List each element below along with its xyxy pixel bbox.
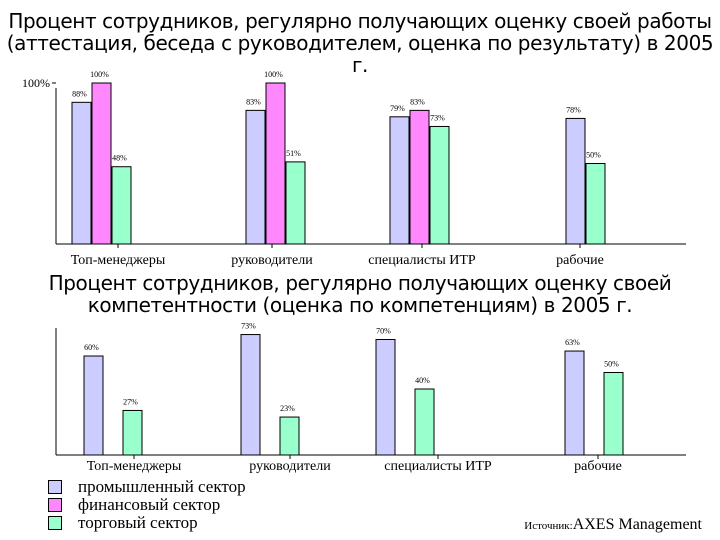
chart2-data-label-industrial: 63% — [565, 338, 580, 347]
chart1-data-label-industrial: 83% — [246, 97, 261, 106]
chart2-category-label: специалисты ИТР — [384, 459, 492, 474]
chart2-bar-industrial — [83, 355, 104, 456]
legend-swatch-financial — [48, 498, 62, 512]
chart2-data-label-trade: 27% — [123, 397, 138, 406]
chart2-bar-industrial — [240, 334, 261, 456]
chart1-bar-trade — [285, 161, 306, 245]
chart1-bar-trade — [111, 166, 132, 245]
legend-label-industrial: промышленный сектор — [78, 477, 246, 496]
legend-label-trade: торговый сектор — [78, 513, 198, 532]
chart1-bar-industrial — [565, 117, 586, 245]
legend: промышленный сектор финансовый сектор то… — [48, 477, 246, 532]
chart2-data-label-industrial: 73% — [241, 322, 256, 331]
chart2-data-label-industrial: 70% — [376, 327, 391, 336]
chart1-data-label-trade: 50% — [586, 151, 601, 160]
legend-item-trade: торговый сектор — [48, 513, 246, 532]
legend-item-industrial: промышленный сектор — [48, 477, 246, 496]
legend-swatch-trade — [48, 516, 62, 530]
chart1-data-label-trade: 51% — [286, 149, 301, 158]
chart1-category-label: рабочие — [556, 253, 604, 268]
chart2-data-label-trade: 50% — [604, 360, 619, 369]
chart2-bar-trade — [122, 409, 143, 456]
chart2-bar-trade — [279, 416, 300, 456]
chart1-category-label: Топ-менеджеры — [71, 253, 166, 268]
chart2-data-label-industrial: 60% — [84, 343, 99, 352]
chart2-category-label: руководители — [249, 459, 331, 474]
chart1-data-label-financial: 83% — [410, 97, 425, 106]
chart2-title: Процент сотрудников, регулярно получающи… — [48, 271, 672, 317]
source-value: AXES Management — [572, 516, 702, 533]
chart1-data-label-financial: 100% — [90, 70, 109, 79]
chart1-title: Процент сотрудников, регулярно получающи… — [6, 9, 714, 77]
chart1-data-label-industrial: 88% — [72, 89, 87, 98]
chart1-bar-trade — [429, 125, 450, 245]
chart1-bar-industrial — [389, 116, 410, 245]
chart1-category-label: специалисты ИТР — [368, 253, 476, 268]
chart2-bar-trade — [414, 388, 435, 456]
chart1-data-label-trade: 48% — [112, 154, 127, 163]
chart1-bar-financial — [91, 82, 112, 245]
chart1-y-tick-label: 100% — [22, 76, 50, 90]
chart1-data-label-industrial: 78% — [566, 105, 581, 114]
source-note: Источник:AXES Management — [524, 516, 702, 534]
chart1-bar-financial — [265, 82, 286, 245]
chart1-data-label-trade: 73% — [430, 113, 445, 122]
chart1-category-label: руководители — [231, 253, 313, 268]
chart1-bar-financial — [409, 109, 430, 245]
chart2-bar-industrial — [375, 339, 396, 456]
chart1-bar-trade — [585, 163, 606, 245]
legend-label-financial: финансовый сектор — [78, 495, 221, 514]
chart2-data-label-trade: 23% — [280, 404, 295, 413]
legend-swatch-industrial — [48, 480, 62, 494]
chart2-bar-industrial — [564, 350, 585, 456]
chart2-data-label-trade: 40% — [415, 376, 430, 385]
chart1-bar-industrial — [245, 109, 266, 245]
chart2-category-label: Топ-менеджеры — [87, 459, 182, 474]
chart2-category-label: рабочие — [574, 459, 622, 474]
source-label: Источник: — [524, 520, 573, 532]
chart1-bar-industrial — [71, 101, 92, 245]
chart1-data-label-financial: 100% — [264, 70, 283, 79]
chart2-bar-trade — [603, 372, 624, 456]
chart1-data-label-industrial: 79% — [390, 104, 405, 113]
legend-item-financial: финансовый сектор — [48, 495, 246, 514]
